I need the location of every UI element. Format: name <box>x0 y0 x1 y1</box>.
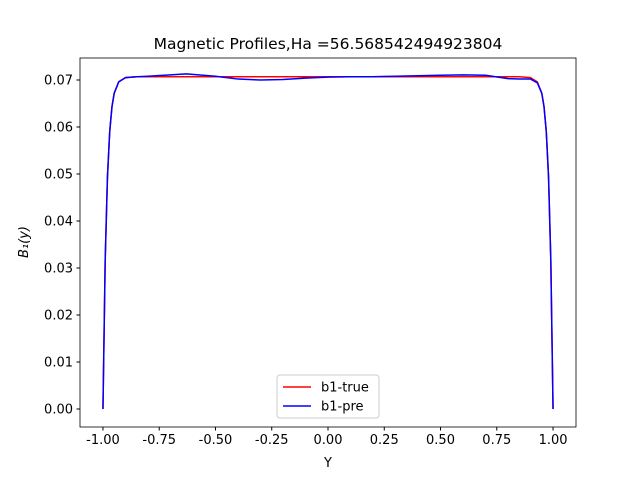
x-tick-label: -0.25 <box>255 433 289 448</box>
y-tick-label: 0.04 <box>44 214 73 229</box>
y-axis-label: B₁(y) <box>17 226 32 258</box>
y-tick-label: 0.01 <box>44 355 73 370</box>
x-tick-label: 0.75 <box>482 433 511 448</box>
y-tick-label: 0.00 <box>44 402 73 417</box>
line-series <box>102 73 554 410</box>
x-axis-label: Y <box>323 456 332 471</box>
legend-box <box>276 374 380 419</box>
y-tick-label: 0.07 <box>44 73 73 88</box>
x-tick-label: -0.75 <box>142 433 176 448</box>
y-tick-label: 0.06 <box>44 120 73 135</box>
x-tick-label: 0.00 <box>314 433 343 448</box>
x-tick-label: -0.50 <box>199 433 233 448</box>
line-series <box>102 75 554 410</box>
x-tick-label: 0.25 <box>370 433 399 448</box>
y-tick-label: 0.05 <box>44 167 73 182</box>
x-tick-label: 1.00 <box>539 433 568 448</box>
y-tick-label: 0.03 <box>44 261 73 276</box>
y-tick-label: 0.02 <box>44 308 73 323</box>
x-tick-label: 0.50 <box>426 433 455 448</box>
legend-label: b1-true <box>321 381 369 396</box>
plot-frame <box>79 57 577 428</box>
x-tick-label: -1.00 <box>86 433 120 448</box>
chart-title: Magnetic Profiles,Ha =56.568542494923804 <box>154 35 503 53</box>
legend-label: b1-pre <box>321 400 364 415</box>
legend: b1-true b1-pre <box>276 374 380 419</box>
